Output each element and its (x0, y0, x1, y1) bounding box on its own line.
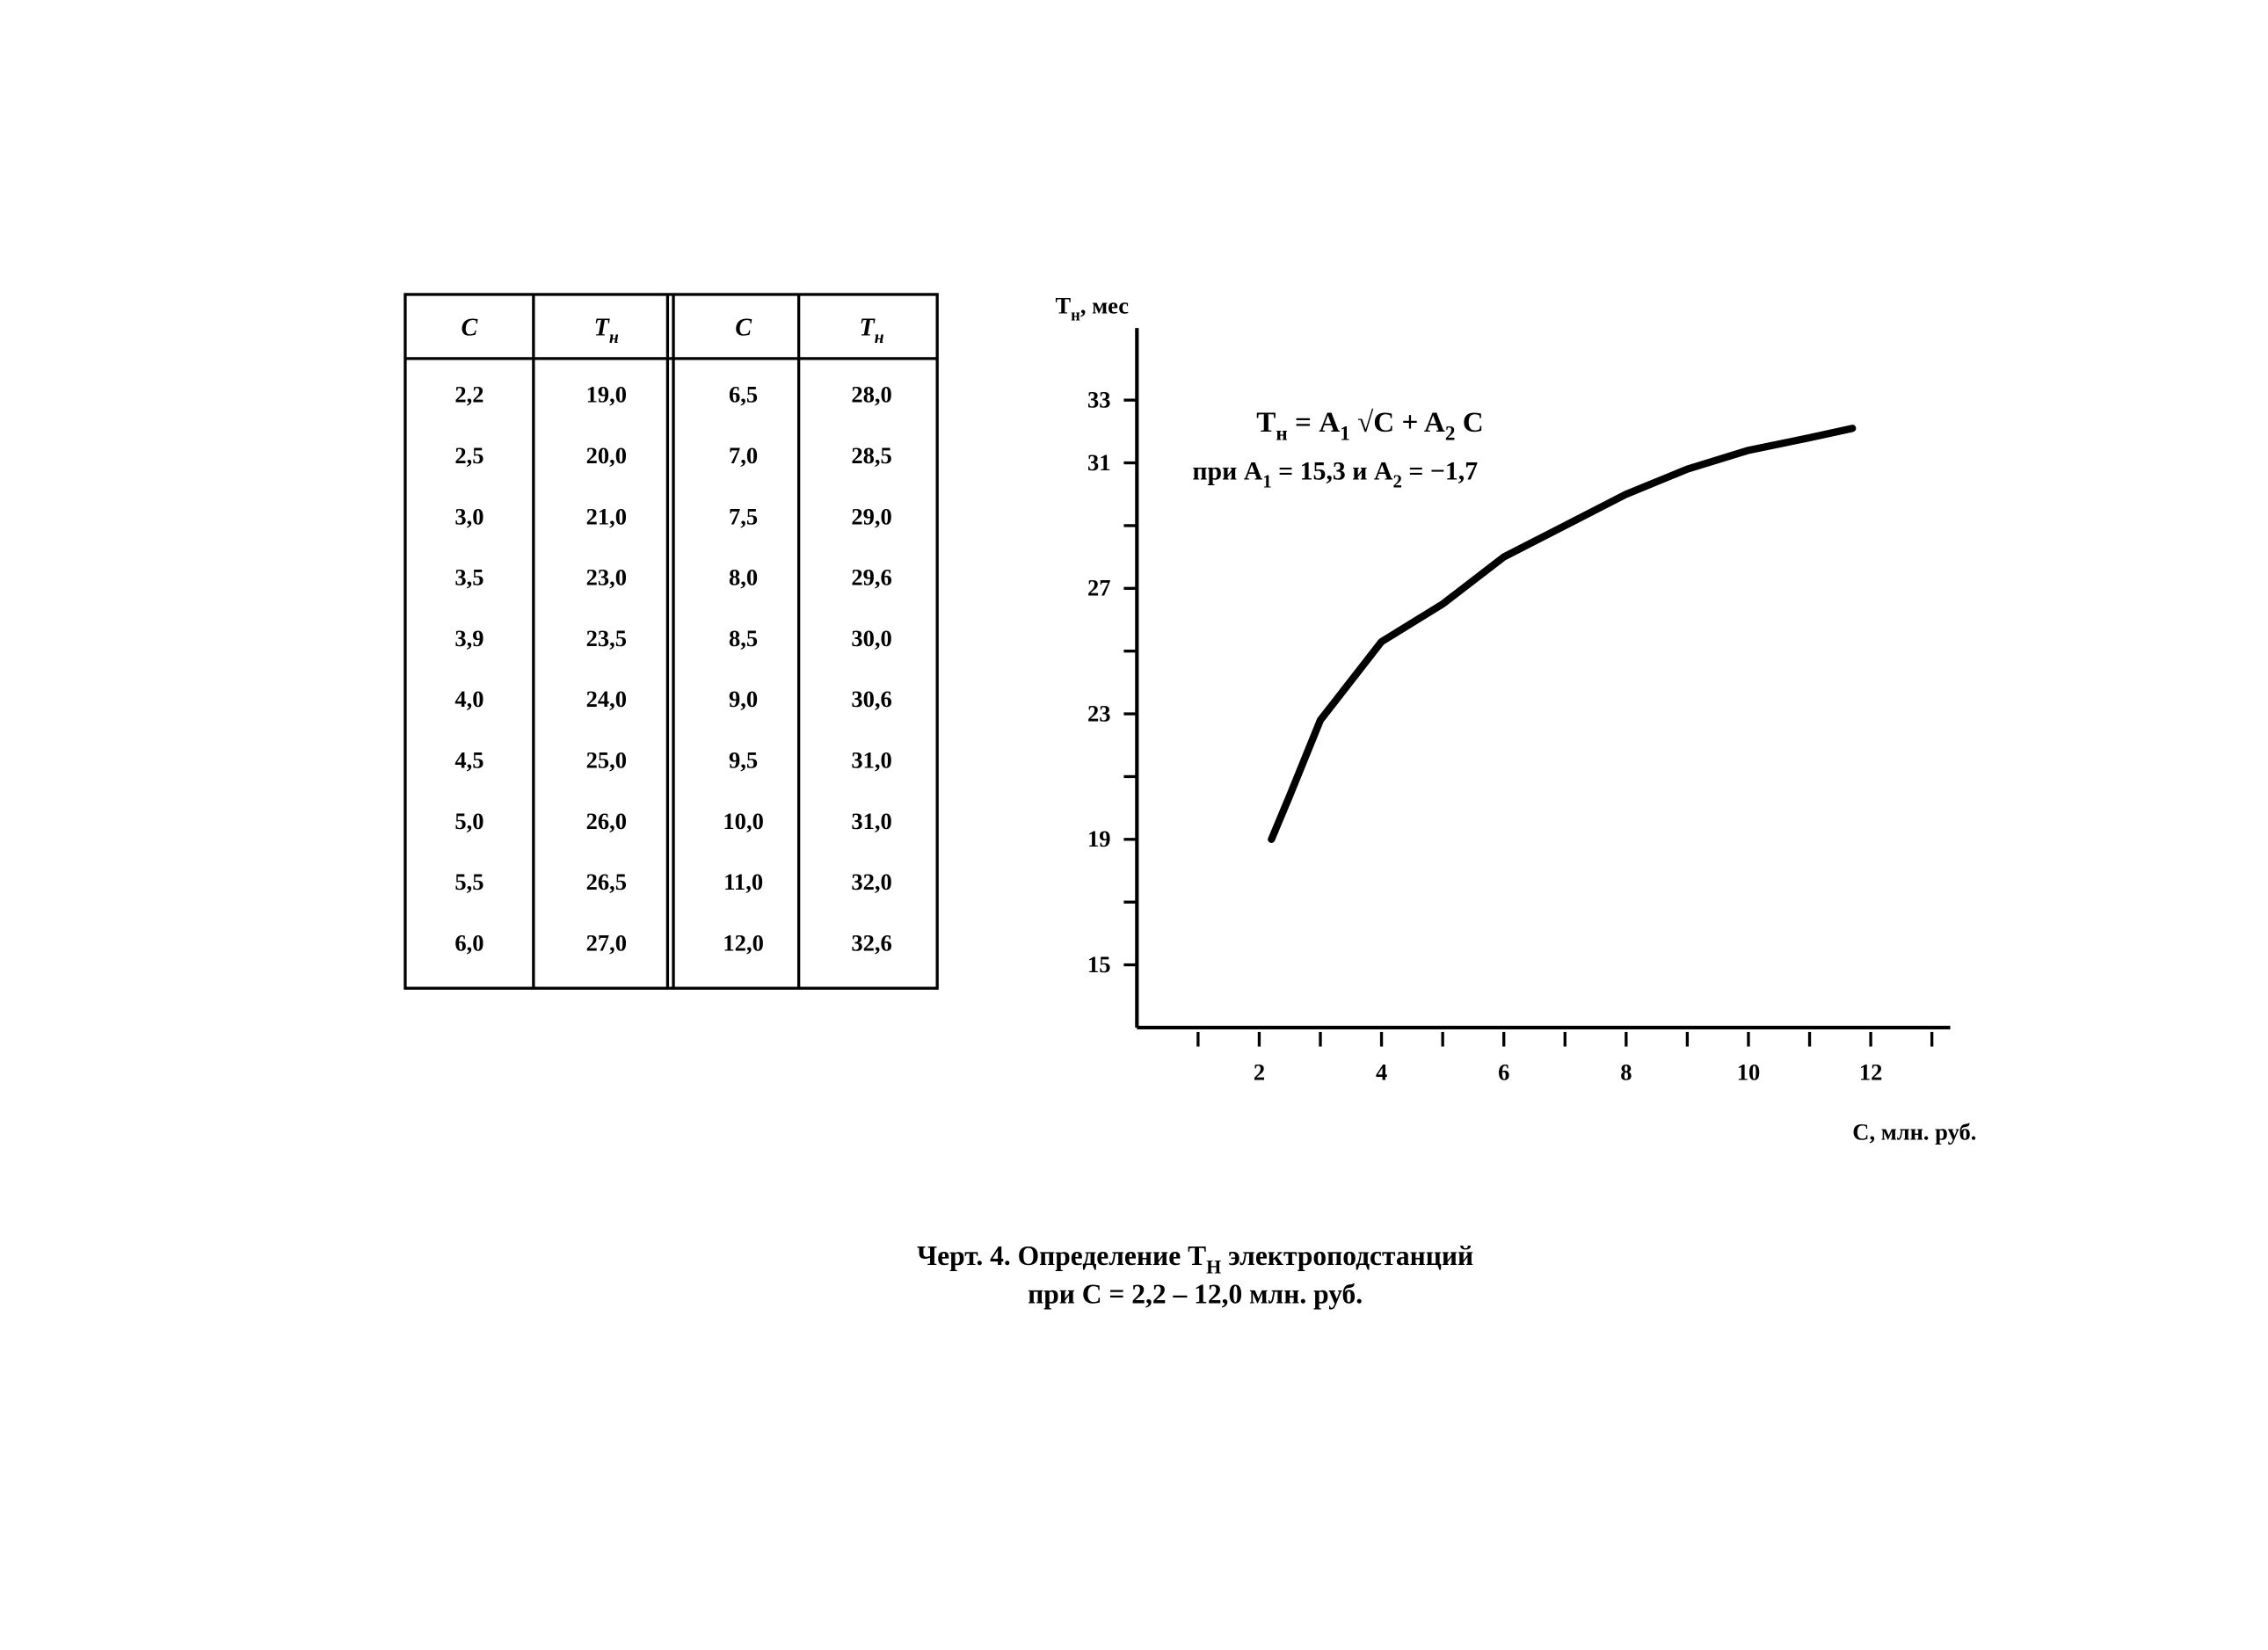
table-cell: 10,0 (723, 808, 763, 834)
x-tick-label: 2 (1254, 1059, 1265, 1086)
table-cell: 7,0 (729, 442, 758, 469)
table-cell: 31,0 (851, 746, 891, 773)
table-header: Tн (859, 314, 883, 346)
table-frame (403, 293, 939, 990)
text-part: при A (1192, 457, 1262, 486)
table-cell: 2,2 (454, 382, 483, 408)
y-tick-label: 33 (1087, 386, 1111, 412)
subscript: н (875, 328, 884, 347)
y-tick-label: 27 (1087, 575, 1111, 601)
x-tick-label: 4 (1376, 1059, 1387, 1086)
y-tick-label: 15 (1087, 951, 1111, 978)
table-cell: 26,5 (586, 869, 627, 895)
table-cell: 9,5 (729, 746, 758, 773)
x-axis-label: C, млн. руб. (1852, 1119, 1976, 1145)
y-tick-label: 23 (1087, 700, 1111, 726)
table-cell: 28,5 (851, 442, 891, 469)
text-part: √C + A (1350, 406, 1445, 439)
table-cell: 5,5 (454, 869, 483, 895)
text-part: = 15,3 и A (1272, 457, 1393, 486)
table-cell: 8,0 (729, 564, 758, 591)
table-cell: 5,0 (454, 808, 483, 834)
subscript: 1 (1262, 470, 1271, 491)
text-part: T (1256, 406, 1276, 439)
text-part: при C = 2,2 – 12,0 млн. руб. (1028, 1278, 1363, 1309)
text-part: = −1,7 (1402, 457, 1478, 486)
curve (1268, 425, 1857, 843)
table-header: C (462, 314, 479, 341)
table-cell: 3,0 (454, 503, 483, 529)
table-cell: 6,0 (454, 929, 483, 956)
subscript: 2 (1392, 470, 1401, 491)
text-part: , мес (1080, 292, 1129, 318)
table-cell: 4,5 (454, 746, 483, 773)
text-part: электроподстанций (1221, 1240, 1473, 1271)
table-cell: 8,5 (729, 625, 758, 651)
y-tick-label: 31 (1087, 449, 1111, 476)
y-tick-label: 19 (1087, 825, 1111, 852)
table-cell: 31,0 (851, 808, 891, 834)
table-cell: 23,0 (586, 564, 627, 591)
table-cell: 3,9 (454, 625, 483, 651)
x-tick-label: 12 (1859, 1059, 1883, 1086)
text-part: C (735, 314, 752, 341)
subscript: н (609, 328, 619, 347)
formula-params: при A1 = 15,3 и A2 = −1,7 (1192, 457, 1478, 492)
table-cell: 9,0 (729, 686, 758, 712)
table-cell: 19,0 (586, 382, 627, 408)
table-cell: 24,0 (586, 686, 627, 712)
text-part: C, млн. руб. (1852, 1119, 1976, 1145)
table-header: C (735, 314, 752, 341)
table-cell: 6,5 (729, 382, 758, 408)
subscript: н (1276, 423, 1287, 446)
table-cell: 7,5 (729, 503, 758, 529)
table-cell: 32,6 (851, 929, 891, 956)
y-axis-label: Tн, мес (1055, 292, 1129, 324)
table-cell: 21,0 (586, 503, 627, 529)
text-part: T (594, 314, 611, 341)
table-cell: 4,0 (454, 686, 483, 712)
text-part: C (1455, 406, 1483, 439)
subscript: 2 (1445, 423, 1456, 446)
table-cell: 29,6 (851, 564, 891, 591)
text-part: T (1055, 292, 1071, 318)
subscript: Н (1206, 1256, 1221, 1278)
formula: Tн = A1 √C + A2 C (1256, 406, 1483, 446)
table-cell: 28,0 (851, 382, 891, 408)
table-cell: 26,0 (586, 808, 627, 834)
table-cell: 27,0 (586, 929, 627, 956)
table-cell: 32,0 (851, 869, 891, 895)
table-cell: 11,0 (723, 869, 763, 895)
table-cell: 30,0 (851, 625, 891, 651)
x-tick-label: 6 (1498, 1059, 1509, 1086)
text-part: Черт. 4. Определение T (917, 1240, 1206, 1271)
table-cell: 23,5 (586, 625, 627, 651)
caption: Черт. 4. Определение TН электроподстанци… (917, 1240, 1473, 1277)
table-cell: 20,0 (586, 442, 627, 469)
subscript: н (1071, 306, 1080, 324)
x-tick-label: 10 (1737, 1059, 1761, 1086)
table-cell: 29,0 (851, 503, 891, 529)
table-cell: 3,5 (454, 564, 483, 591)
text-part: = A (1288, 406, 1340, 439)
subscript: 1 (1340, 423, 1350, 446)
text-part: C (462, 314, 479, 341)
table-cell: 2,5 (454, 442, 483, 469)
x-tick-label: 8 (1620, 1059, 1632, 1086)
text-part: T (859, 314, 876, 341)
table-cell: 12,0 (723, 929, 763, 956)
table-cell: 25,0 (586, 746, 627, 773)
caption: при C = 2,2 – 12,0 млн. руб. (1028, 1278, 1363, 1309)
table-header: Tн (594, 314, 619, 346)
table-cell: 30,6 (851, 686, 891, 712)
